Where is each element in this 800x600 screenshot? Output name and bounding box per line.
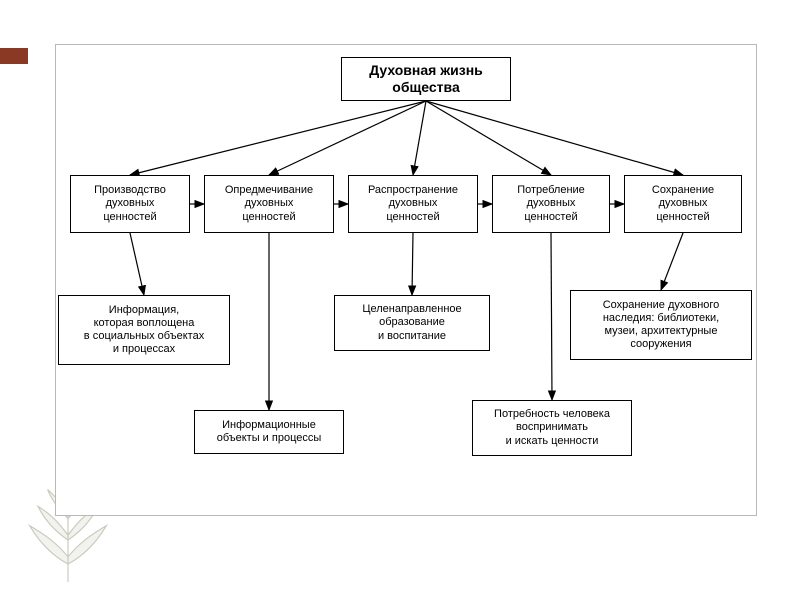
node-d5: Сохранение духовного наследия: библиотек… bbox=[570, 290, 752, 360]
edge-n5-d5 bbox=[661, 233, 683, 290]
diagram: Духовная жизнь общества Производство духо… bbox=[56, 45, 756, 515]
node-d3: Целенаправленное образование и воспитани… bbox=[334, 295, 490, 351]
node-n5: Сохранение духовных ценностей bbox=[624, 175, 742, 233]
edge-n1-d1 bbox=[130, 233, 144, 295]
edge-n4-d4 bbox=[551, 233, 552, 400]
accent-bar bbox=[0, 48, 28, 64]
node-root: Духовная жизнь общества bbox=[341, 57, 511, 101]
edge-root-n1 bbox=[130, 101, 426, 175]
node-d2: Информационные объекты и процессы bbox=[194, 410, 344, 454]
edge-root-n5 bbox=[426, 101, 683, 175]
diagram-frame: Духовная жизнь общества Производство духо… bbox=[55, 44, 757, 516]
slide: Духовная жизнь общества Производство духо… bbox=[0, 0, 800, 600]
edge-n3-d3 bbox=[412, 233, 413, 295]
node-n4: Потребление духовных ценностей bbox=[492, 175, 610, 233]
arrows-layer bbox=[56, 45, 756, 515]
node-n3: Распространение духовных ценностей bbox=[348, 175, 478, 233]
node-d4: Потребность человека воспринимать и иска… bbox=[472, 400, 632, 456]
node-n1: Производство духовных ценностей bbox=[70, 175, 190, 233]
edge-root-n3 bbox=[413, 101, 426, 175]
edge-root-n2 bbox=[269, 101, 426, 175]
node-n2: Опредмечивание духовных ценностей bbox=[204, 175, 334, 233]
edge-root-n4 bbox=[426, 101, 551, 175]
node-d1: Информация, которая воплощена в социальн… bbox=[58, 295, 230, 365]
